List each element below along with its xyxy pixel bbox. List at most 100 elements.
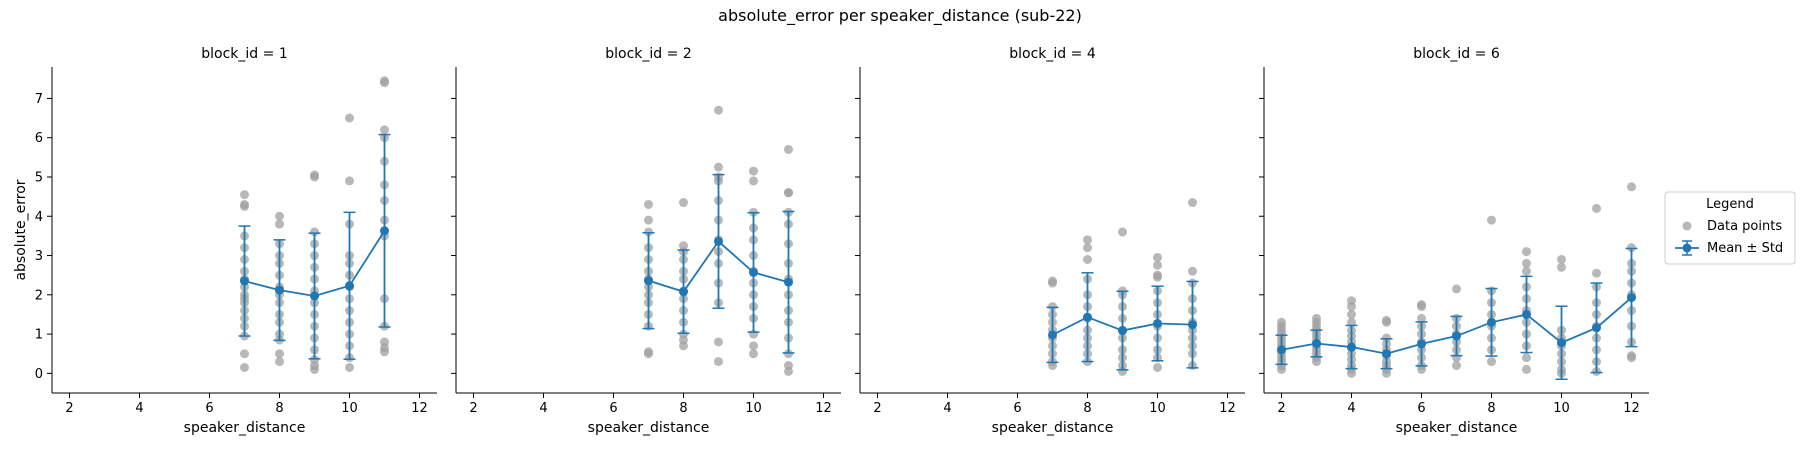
- y-tick-label: 6: [35, 131, 43, 146]
- data-point: [1277, 317, 1286, 327]
- x-tick-label: 4: [943, 401, 951, 416]
- data-point: [644, 199, 653, 209]
- x-tick-label: 6: [1417, 401, 1425, 416]
- x-tick-label: 8: [275, 401, 283, 416]
- panel-title: block_id = 4: [1009, 46, 1096, 62]
- data-point: [345, 362, 354, 372]
- data-point: [1118, 227, 1127, 237]
- data-point: [1557, 262, 1566, 272]
- x-tick-label: 6: [609, 401, 617, 416]
- data-point: [749, 176, 758, 186]
- legend: Legend Data points Mean ± Std: [1664, 191, 1796, 265]
- mean-point: [380, 226, 389, 236]
- panel-3: block_id = 4 2 4 6 8 10 12 speaker_distance: [855, 46, 1245, 436]
- mean-point: [1083, 312, 1092, 322]
- data-point: [275, 211, 284, 221]
- data-point: [784, 361, 793, 371]
- x-tick-label: 10: [341, 401, 358, 416]
- x-axis-label: speaker_distance: [992, 420, 1114, 436]
- x-tick-label: 12: [1219, 401, 1236, 416]
- data-point: [1452, 284, 1461, 294]
- x-tick-label: 4: [1347, 401, 1355, 416]
- data-point: [1557, 254, 1566, 264]
- legend-mean-point: [1682, 243, 1692, 253]
- data-point: [1083, 254, 1092, 264]
- mean-point: [275, 285, 284, 295]
- data-point: [749, 349, 758, 359]
- data-point: [1312, 313, 1321, 323]
- x-tick-label: 12: [1623, 401, 1640, 416]
- data-point: [679, 329, 688, 339]
- panel-2: block_id = 2 2 4 6 8 10 12 speaker_distance: [451, 46, 841, 436]
- y-tick-label: 3: [35, 249, 43, 264]
- data-point: [1382, 333, 1391, 343]
- data-point: [380, 337, 389, 347]
- x-axis-label: speaker_distance: [588, 420, 710, 436]
- x-tick-label: 8: [1487, 401, 1495, 416]
- panel-1: block_id = 12 4 6 8 10 1201234567speaker_dist…: [13, 46, 437, 436]
- data-point: [1153, 362, 1162, 372]
- data-point: [310, 355, 319, 365]
- x-tick-label: 6: [205, 401, 213, 416]
- x-tick-label: 2: [873, 401, 881, 416]
- x-tick-label: 12: [411, 401, 428, 416]
- mean-point: [240, 276, 249, 286]
- data-point: [784, 144, 793, 154]
- data-point: [1592, 203, 1601, 213]
- y-tick-label: 0: [35, 367, 43, 382]
- mean-point: [1452, 331, 1461, 341]
- data-point: [1347, 296, 1356, 306]
- mean-point: [345, 281, 354, 291]
- data-point: [240, 362, 249, 372]
- data-point: [310, 227, 319, 237]
- data-point: [1592, 268, 1601, 278]
- data-point: [345, 113, 354, 123]
- legend-title: Legend: [1706, 197, 1754, 212]
- x-tick-label: 4: [135, 401, 143, 416]
- mean-point: [784, 277, 793, 287]
- data-point: [345, 176, 354, 186]
- panel-title: block_id = 2: [605, 46, 691, 62]
- mean-point: [1118, 326, 1127, 336]
- x-tick-label: 10: [745, 401, 762, 416]
- data-point: [1522, 353, 1531, 363]
- data-point: [1452, 361, 1461, 371]
- data-point: [1188, 198, 1197, 208]
- mean-point: [749, 267, 758, 277]
- data-point: [1153, 270, 1162, 280]
- data-point: [1487, 215, 1496, 225]
- y-tick-label: 1: [35, 328, 43, 343]
- mean-point: [1153, 318, 1162, 328]
- x-tick-label: 2: [1277, 401, 1285, 416]
- data-point: [1627, 351, 1636, 361]
- data-point: [1417, 300, 1426, 310]
- data-point: [1048, 302, 1057, 312]
- data-point: [644, 215, 653, 225]
- data-point: [714, 162, 723, 172]
- data-point: [380, 125, 389, 135]
- data-point: [1382, 315, 1391, 325]
- x-tick-label: 8: [1083, 401, 1091, 416]
- data-point: [714, 105, 723, 115]
- mean-point: [1347, 342, 1356, 352]
- data-point: [714, 337, 723, 347]
- legend-data-points-label: Data points: [1707, 219, 1782, 234]
- mean-point: [1417, 339, 1426, 349]
- data-point: [240, 349, 249, 359]
- x-tick-label: 4: [539, 401, 547, 416]
- data-point: [749, 341, 758, 351]
- mean-point: [1312, 339, 1321, 349]
- data-point: [1083, 235, 1092, 245]
- x-tick-label: 10: [1149, 401, 1166, 416]
- data-point: [1522, 258, 1531, 268]
- panel-title: block_id = 6: [1413, 46, 1500, 62]
- legend-data-points-marker: [1682, 221, 1692, 231]
- data-point: [644, 347, 653, 357]
- y-tick-label: 4: [35, 210, 43, 225]
- mean-point: [1382, 349, 1391, 359]
- data-point: [679, 241, 688, 251]
- data-point: [1347, 309, 1356, 319]
- legend-mean-std-marker: [1675, 240, 1699, 256]
